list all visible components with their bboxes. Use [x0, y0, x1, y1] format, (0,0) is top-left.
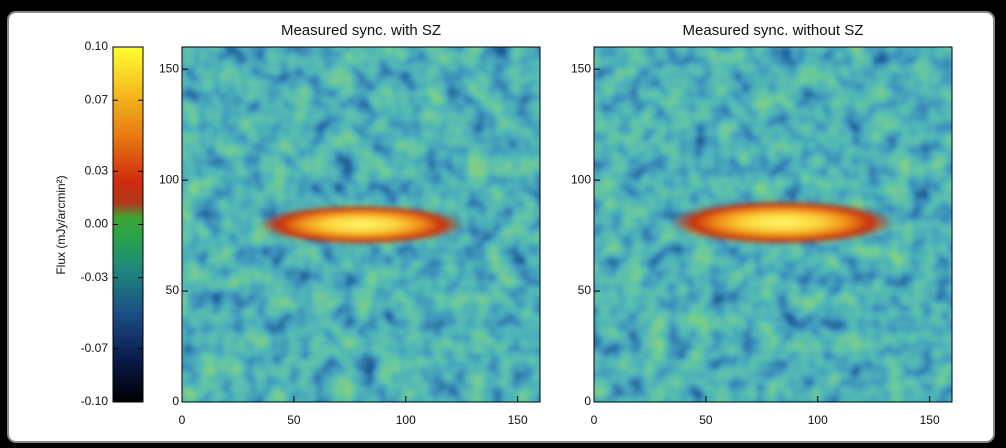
- panel-title: Measured sync. without SZ: [683, 22, 864, 39]
- colorbar-tick-label: 0.10: [85, 39, 109, 53]
- plot-frame: [181, 46, 541, 403]
- y-tick-label: 100: [159, 172, 179, 186]
- colorbar-label: Flux (mJy/arcmin²): [54, 175, 68, 274]
- colorbar-tick-label: 0.00: [85, 217, 109, 231]
- y-tick-label: 0: [172, 394, 179, 408]
- colorbar-tick-label: -0.03: [81, 270, 109, 284]
- y-tick-label: 150: [571, 61, 591, 75]
- emission-band: [670, 200, 894, 245]
- colorbar-tick-label: 0.07: [85, 92, 109, 106]
- x-tick-label: 0: [591, 413, 598, 427]
- colorbar-tick-label: -0.10: [81, 394, 109, 408]
- emission-band: [258, 204, 464, 245]
- y-tick-label: 0: [584, 394, 591, 408]
- x-tick-label: 150: [508, 413, 528, 427]
- y-tick-label: 50: [578, 283, 592, 297]
- y-tick-label: 100: [571, 172, 591, 186]
- x-tick-label: 100: [396, 413, 416, 427]
- x-tick-label: 50: [287, 413, 301, 427]
- plot-frame: [593, 46, 953, 403]
- colorbar-tick-label: 0.03: [85, 163, 109, 177]
- x-tick-label: 0: [179, 413, 186, 427]
- x-tick-label: 100: [808, 413, 828, 427]
- y-tick-label: 50: [166, 283, 180, 297]
- panel-title: Measured sync. with SZ: [281, 22, 441, 39]
- colorbar-tick-label: -0.07: [81, 341, 109, 355]
- y-tick-label: 150: [159, 61, 179, 75]
- x-tick-label: 50: [699, 413, 713, 427]
- x-tick-label: 150: [920, 413, 940, 427]
